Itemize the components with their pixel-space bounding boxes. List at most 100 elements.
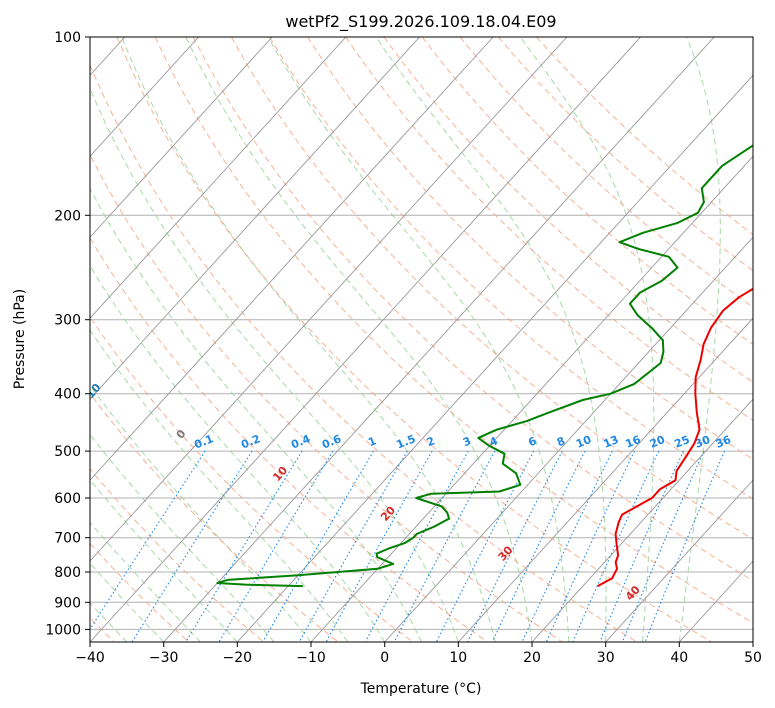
moist-adiabat-line — [90, 329, 349, 642]
x-tick-label: 50 — [744, 650, 762, 666]
isotherm-line — [90, 37, 494, 481]
mixing-ratio-line — [521, 450, 613, 642]
dry-adiabat-line — [90, 392, 339, 642]
dry-adiabat-line — [536, 37, 753, 236]
dry-adiabat-line — [345, 37, 753, 421]
mixing-ratio-line — [262, 450, 374, 642]
y-tick-label: 600 — [54, 491, 81, 507]
x-axis-label: Temperature (°C) — [360, 681, 482, 697]
moist-adiabat-line — [90, 562, 165, 642]
isotherm-line — [752, 641, 753, 642]
plot-area: −100−90−80−70−60−50−40−30−20−10010203040… — [90, 37, 753, 642]
mixing-ratio-line — [298, 450, 408, 642]
isotherm-line — [90, 37, 641, 642]
chart-title: wetPf2_S199.2026.109.18.04.E09 — [285, 12, 556, 32]
dry-adiabat-line — [90, 316, 414, 642]
moist-adiabat-line — [121, 37, 496, 642]
moist-adiabat-line — [185, 37, 533, 642]
dry-adiabat-line — [90, 153, 563, 642]
y-tick-label: 900 — [54, 595, 81, 611]
mixing-ratio-line — [599, 450, 684, 642]
moist-adiabat-line — [90, 187, 422, 642]
mixing-ratio-line — [185, 450, 303, 642]
moist-adiabat-line — [90, 265, 386, 642]
isotherm-line — [236, 74, 753, 642]
mixing-ratio-label: 10 — [574, 433, 593, 451]
x-tick-label: 40 — [670, 650, 688, 666]
isotherm-line — [310, 155, 753, 642]
x-tick-label: 30 — [597, 650, 615, 666]
moist-adiabat-line — [267, 37, 570, 642]
y-axis: 100 200 300 400 500 600 700 800 900 1000 — [45, 30, 90, 638]
mixing-ratio-line — [364, 450, 469, 642]
y-tick-label: 200 — [54, 208, 81, 224]
mixing-ratio-line — [393, 450, 496, 642]
dry-adiabat-line — [90, 63, 638, 642]
moist-adiabat-line — [678, 37, 721, 642]
mixing-ratio-line — [572, 450, 660, 642]
moist-adiabat-line — [90, 521, 201, 642]
y-tick-label: 400 — [54, 387, 81, 403]
dry-adiabat-line — [383, 37, 753, 383]
mixing-ratio-label: 1 — [366, 434, 378, 449]
isotherm-line — [605, 479, 753, 642]
x-tick-label: 20 — [523, 650, 541, 666]
y-tick-label: 700 — [54, 531, 81, 547]
mixing-ratio-line — [325, 450, 433, 642]
moist-adiabat-line — [90, 384, 312, 642]
mixing-ratio-label: 16 — [624, 433, 643, 451]
isotherm-line — [457, 317, 753, 642]
y-tick-label: 500 — [54, 444, 81, 460]
isotherm-line — [531, 398, 753, 642]
mixing-ratio-label: 20 — [648, 433, 667, 451]
x-tick-label: −10 — [296, 650, 326, 666]
mixing-ratio-label: 25 — [673, 433, 692, 451]
mixing-ratio-label: 8 — [555, 434, 567, 449]
mixing-ratio-line — [218, 450, 334, 642]
dewpoint-profile — [216, 144, 753, 588]
mixing-ratio-line — [491, 450, 586, 642]
moist-adiabat-line — [90, 479, 238, 642]
moist-adiabat-line — [519, 37, 655, 642]
skewed-isotherms — [90, 37, 753, 642]
isotherm-line — [90, 37, 199, 157]
sounding-profiles — [216, 144, 753, 588]
mixing-ratio-label: 2 — [425, 434, 437, 449]
x-axis: −40 −30 −20 −10 0 10 20 30 40 50 — [75, 642, 762, 666]
x-tick-label: −20 — [223, 650, 253, 666]
y-tick-label: 1000 — [45, 622, 81, 638]
y-axis-label: Pressure (hPa) — [12, 289, 28, 389]
x-tick-label: 0 — [380, 650, 389, 666]
isotherm-line — [90, 37, 273, 238]
mixing-ratio-label: 13 — [601, 433, 620, 451]
mixing-ratio-label: 30 — [693, 433, 712, 451]
temperature-profile — [597, 287, 753, 587]
x-tick-label: −30 — [149, 650, 179, 666]
mixing-ratio-line — [621, 450, 705, 642]
mixing-ratio-label: 36 — [714, 433, 733, 451]
mixing-ratio-labels: 0.1 0.2 0.4 0.6 1 1.5 2 3 4 6 8 10 13 16 20 25 30 36 — [192, 432, 733, 451]
dry-adiabat-line — [231, 37, 753, 540]
x-tick-label: 10 — [449, 650, 467, 666]
dry-adiabat-line — [154, 37, 753, 624]
mixing-ratio-lines — [90, 450, 726, 642]
isotherm-line — [163, 37, 715, 642]
dry-adiabat-line — [116, 37, 712, 642]
x-tick-label: −40 — [75, 650, 105, 666]
dry-adiabat-line — [459, 37, 753, 308]
moist-adiabat-line — [90, 433, 275, 642]
dry-adiabat-line — [269, 37, 753, 500]
mixing-ratio-line — [131, 450, 253, 642]
isotherm-line — [90, 37, 568, 562]
isotherm-line — [384, 236, 753, 642]
moist-adiabat-line — [90, 86, 459, 642]
dry-adiabat-line — [192, 37, 753, 582]
y-tick-label: 100 — [54, 30, 81, 46]
moist-adiabats — [90, 37, 721, 642]
mixing-ratio-line — [644, 450, 726, 642]
dry-adiabat-line — [421, 37, 753, 345]
mixing-ratio-label: 3 — [461, 434, 473, 449]
moist-adiabat-line — [375, 37, 607, 642]
y-tick-label: 800 — [54, 565, 81, 581]
